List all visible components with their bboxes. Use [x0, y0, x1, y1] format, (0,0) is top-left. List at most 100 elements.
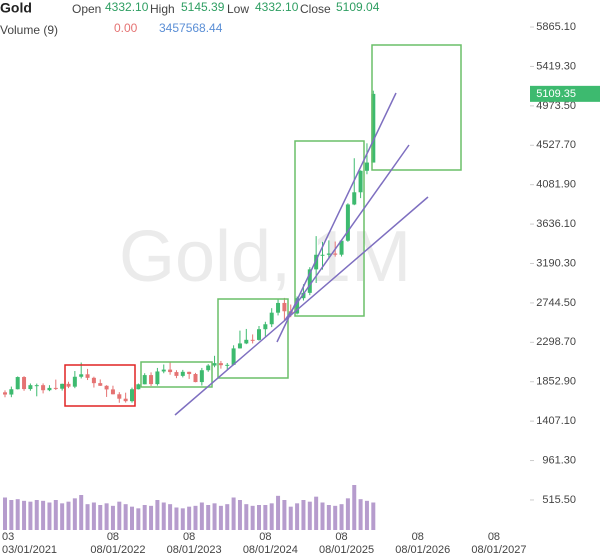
y-tick-label: 1852.90: [536, 376, 576, 388]
volume-bar: [110, 505, 115, 530]
candle-body: [155, 371, 160, 385]
volume-bar: [206, 505, 211, 530]
volume-bar: [66, 501, 71, 530]
volume-bar: [225, 504, 230, 530]
volume-bar: [3, 497, 7, 530]
candle-body: [276, 302, 281, 313]
x-date-label: 08/01/2022: [90, 544, 145, 556]
candle-body: [339, 240, 344, 255]
box: [64, 364, 136, 407]
volume-bar: [149, 505, 154, 530]
legend-label: Open: [72, 2, 101, 16]
y-tick-label: 1407.10: [536, 415, 576, 427]
title: Gold: [0, 0, 32, 16]
x-tick-label: 03: [2, 531, 14, 543]
box: [371, 44, 462, 171]
volume-bar: [180, 508, 185, 530]
volume-bar: [326, 505, 331, 530]
volume-bar: [314, 496, 319, 530]
trend-line: [284, 144, 410, 321]
candle-body: [22, 377, 27, 390]
volume-bar: [53, 500, 58, 530]
volume-bar: [85, 504, 90, 530]
drawings: [64, 44, 462, 416]
x-tick-label: 08: [412, 531, 424, 543]
volume-bar: [193, 505, 198, 530]
candle-body: [218, 363, 223, 366]
candle-body: [352, 192, 357, 205]
volume-bar: [231, 497, 236, 530]
volume-bar: [168, 504, 173, 530]
x-tick-label: 08: [107, 531, 119, 543]
volume-bar: [161, 502, 166, 530]
candle-body: [371, 93, 376, 163]
volume-bar: [123, 504, 128, 530]
volume-bar: [295, 503, 300, 530]
candle-body: [142, 375, 147, 385]
candle-body: [47, 387, 52, 391]
volume-bar: [358, 499, 363, 530]
candle-body: [180, 371, 185, 376]
volume-bar: [15, 499, 20, 530]
volume-bar: [307, 501, 312, 530]
x-tick-label: 08: [183, 531, 195, 543]
x-tick-label: 08: [259, 531, 271, 543]
candle-body: [237, 343, 242, 349]
volume-bar: [364, 500, 369, 530]
candle-body: [9, 389, 14, 395]
volume-bar: [371, 502, 376, 530]
y-tick-label: 3636.10: [536, 218, 576, 230]
plot: [3, 90, 376, 530]
legend-label: Low: [227, 2, 249, 16]
volume-ma-value: 3457568.44: [159, 21, 223, 35]
x-date-label: 08/01/2026: [395, 544, 450, 556]
legend-value: 4332.10: [105, 0, 149, 14]
candle-body: [345, 204, 350, 241]
x-date-label: 08/01/2025: [319, 544, 374, 556]
volume-bar: [174, 507, 179, 530]
volume-bar: [104, 503, 109, 530]
volume-bar: [301, 500, 306, 530]
legend-value: 5109.04: [336, 0, 380, 14]
candle-body: [53, 387, 58, 389]
candle-body: [66, 383, 71, 387]
candle-body: [314, 254, 319, 270]
volume-bar: [276, 495, 281, 530]
volume-bar: [187, 506, 192, 530]
candle-body: [333, 253, 338, 255]
volume-bar: [155, 500, 160, 530]
y-tick-label: 5865.10: [536, 21, 576, 33]
volume-bar: [9, 500, 14, 530]
y-tick-label: 3190.30: [536, 257, 576, 269]
volume-bar: [282, 500, 287, 530]
volume-bar: [199, 502, 204, 530]
candle-body: [85, 374, 90, 378]
volume-bar: [333, 505, 338, 530]
volume-bar: [130, 506, 134, 530]
volume-bar: [212, 503, 217, 530]
y-tick-label: 515.50: [542, 494, 576, 506]
candle-body: [364, 162, 369, 171]
candle-body: [269, 312, 274, 325]
x-tick-label: 08: [488, 531, 500, 543]
y-tick-label: 4081.90: [536, 179, 576, 191]
legend-value: 4332.10: [255, 0, 299, 14]
volume-bar: [60, 503, 65, 530]
candle-body: [199, 370, 204, 383]
volume-bar: [72, 498, 77, 530]
candle-body: [282, 302, 287, 312]
candle-body: [15, 377, 20, 390]
volume-bar: [34, 500, 39, 530]
candle-body: [91, 377, 96, 384]
box: [294, 140, 365, 317]
candle-body: [326, 253, 331, 255]
candle-body: [244, 339, 249, 344]
candle-body: [193, 374, 198, 383]
volume-bar: [263, 505, 268, 530]
candle-body: [130, 389, 134, 402]
candle-body: [295, 298, 300, 314]
candle-body: [257, 329, 261, 340]
volume-bar: [79, 495, 84, 530]
x-date-label: 08/01/2024: [243, 544, 298, 556]
volume-bar: [142, 505, 147, 530]
